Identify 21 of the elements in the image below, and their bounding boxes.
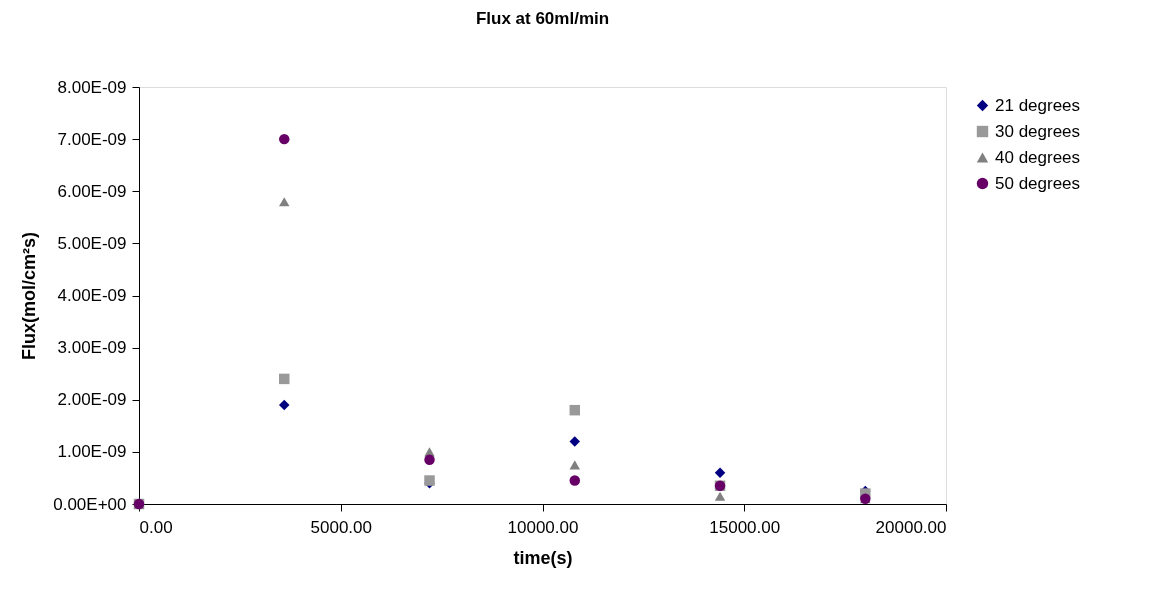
x-tick-label: 5000.00	[310, 517, 372, 537]
x-tick-label: 20000.00	[875, 517, 947, 537]
y-tick-label: 2.00E-09	[57, 390, 127, 410]
legend-label: 30 degrees	[995, 121, 1081, 141]
x-tick-label: 0.00	[139, 517, 173, 537]
y-tick-label: 8.00E-09	[57, 77, 127, 97]
y-tick-label: 3.00E-09	[57, 338, 127, 358]
x-tick-label: 10000.00	[507, 517, 579, 537]
y-axis-title: Flux(mol/cm²s)	[19, 231, 40, 361]
legend-label: 21 degrees	[995, 95, 1081, 115]
legend-label: 50 degrees	[995, 173, 1081, 193]
x-tick-label: 15000.00	[709, 517, 781, 537]
x-axis-title: time(s)	[513, 547, 573, 568]
y-tick-label: 4.00E-09	[57, 286, 127, 305]
y-tick-label: 1.00E-09	[57, 442, 127, 462]
chart-title: Flux at 60ml/min	[475, 9, 610, 28]
legend-label: 40 degrees	[995, 147, 1081, 167]
y-tick-label: 0.00E+00	[53, 494, 127, 514]
y-tick-label: 7.00E-09	[57, 129, 127, 149]
y-tick-label: 6.00E-09	[57, 181, 127, 201]
y-tick-label: 5.00E-09	[57, 233, 127, 253]
